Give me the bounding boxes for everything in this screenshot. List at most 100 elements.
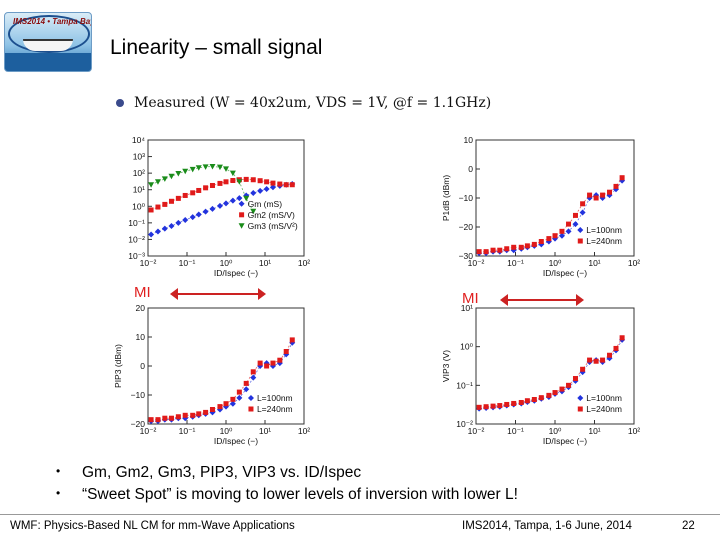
y-tick-label: 0: [468, 164, 473, 174]
legend-label: L=100nm: [257, 393, 293, 403]
data-point: [190, 190, 196, 196]
bullet-item: • “Sweet Spot” is moving to lower levels …: [56, 486, 518, 508]
data-point: [613, 345, 619, 351]
y-axis-label: P1dB (dBm): [441, 175, 451, 221]
data-point: [202, 208, 209, 215]
data-point: [216, 202, 223, 209]
y-tick-label: 10⁰: [132, 201, 145, 211]
data-point: [189, 214, 196, 221]
data-point: [552, 390, 558, 396]
y-tick-label: −10: [131, 390, 146, 400]
plot-frame: [475, 307, 635, 425]
data-point: [168, 173, 175, 180]
data-point: [216, 164, 223, 171]
data-point: [572, 212, 578, 218]
x-tick-label: 10⁰: [220, 426, 233, 436]
legend-label: L=100nm: [586, 225, 622, 235]
x-tick-label: 10⁻¹: [179, 426, 196, 436]
data-point: [546, 236, 552, 242]
data-point: [189, 166, 196, 173]
data-point: [531, 397, 537, 403]
measured-text: Measured (W = 40x2um, VDS = 1V, @f = 1.1…: [134, 95, 492, 111]
data-point: [277, 181, 283, 187]
chart-p1db: 10⁻² 10⁻¹ 10⁰ 10¹ 10² −30 −20 −10 0 10 ID/Ispec (−…: [441, 135, 640, 278]
data-point: [236, 389, 242, 395]
data-point: [572, 376, 578, 382]
data-point: [230, 396, 236, 402]
data-point: [476, 249, 482, 255]
x-tick-label: 10¹: [588, 258, 600, 268]
chart-vip3: 10⁻² 10⁻¹ 10⁰ 10¹ 10²10⁻²10⁻¹10⁰10¹ID/Ispec …: [441, 303, 640, 446]
data-point: [558, 232, 565, 239]
legend-label: L=240nm: [586, 236, 622, 246]
chart-pip3: 10⁻² 10⁻¹ 10⁰ 10¹ 10² −20 −10 0 10 20 ID/Ispec (−)…: [113, 303, 310, 446]
data-point: [209, 407, 215, 412]
data-point: [619, 335, 625, 341]
data-point: [223, 179, 229, 185]
data-point: [593, 195, 599, 201]
data-point: [593, 358, 599, 364]
mi-arrow-right: [500, 294, 584, 306]
data-point: [483, 249, 489, 255]
mi-label-left: MI: [134, 284, 151, 301]
legend-label: L=240nm: [586, 404, 622, 414]
data-point: [209, 182, 215, 188]
y-tick-label: −30: [459, 251, 474, 261]
x-tick-label: 10⁻²: [468, 258, 485, 268]
y-tick-label: 20: [136, 303, 146, 313]
data-point: [229, 170, 236, 177]
legend-marker: [247, 395, 254, 401]
data-point: [580, 366, 586, 372]
x-axis-label: ID/Ispec (−): [543, 436, 587, 446]
data-point: [236, 195, 243, 202]
data-point: [243, 176, 249, 182]
data-point: [217, 404, 223, 410]
y-axis-label: VIP3 (V): [441, 350, 451, 382]
data-point: [223, 401, 229, 407]
data-point: [162, 201, 168, 207]
legend-marker: [248, 406, 254, 412]
x-tick-label: 10¹: [259, 426, 271, 436]
data-point: [511, 400, 517, 406]
footer-conference: IMS2014, Tampa, 1-6 June, 2014: [462, 520, 632, 532]
legend-marker: [577, 238, 583, 244]
x-tick-label: 10⁰: [220, 258, 233, 268]
bullet-item: • Gm, Gm2, Gm3, PIP3, VIP3 vs. ID/Ispec: [56, 464, 518, 486]
series-line: [150, 183, 293, 235]
data-point: [587, 192, 593, 198]
measured-dot-icon: [116, 99, 124, 107]
legend-marker: [238, 223, 245, 229]
data-point: [263, 360, 270, 367]
data-point: [190, 412, 196, 418]
data-point: [566, 221, 572, 227]
bullet-text: Gm, Gm2, Gm3, PIP3, VIP3 vs. ID/Ispec: [82, 464, 362, 481]
y-axis-label: PIP3 (dBm): [113, 344, 123, 388]
data-point: [161, 176, 168, 182]
plot-frame: [147, 139, 305, 257]
data-point: [524, 243, 530, 249]
legend-label: Gm3 (mS/V²): [248, 221, 298, 231]
data-point: [572, 221, 579, 228]
y-tick-label: 10⁻³: [128, 251, 145, 261]
x-tick-label: 10²: [628, 258, 640, 268]
data-point: [264, 363, 270, 369]
legend-marker: [577, 406, 583, 412]
data-point: [250, 369, 256, 375]
data-point: [230, 177, 236, 183]
data-point: [566, 382, 572, 388]
data-point: [250, 190, 257, 197]
data-point: [269, 184, 276, 191]
data-point: [565, 228, 572, 235]
logo-boat: [23, 39, 73, 51]
x-tick-label: 10⁻¹: [179, 258, 196, 268]
data-point: [148, 207, 154, 213]
data-point: [289, 339, 296, 346]
data-point: [202, 164, 209, 170]
data-point: [490, 403, 496, 409]
page-number: 22: [682, 520, 695, 532]
data-point: [209, 164, 216, 170]
x-axis-label: ID/Ispec (−): [214, 268, 258, 278]
data-point: [203, 409, 209, 415]
bullet-icon: •: [56, 464, 61, 478]
y-tick-label: 10⁻²: [128, 234, 145, 244]
